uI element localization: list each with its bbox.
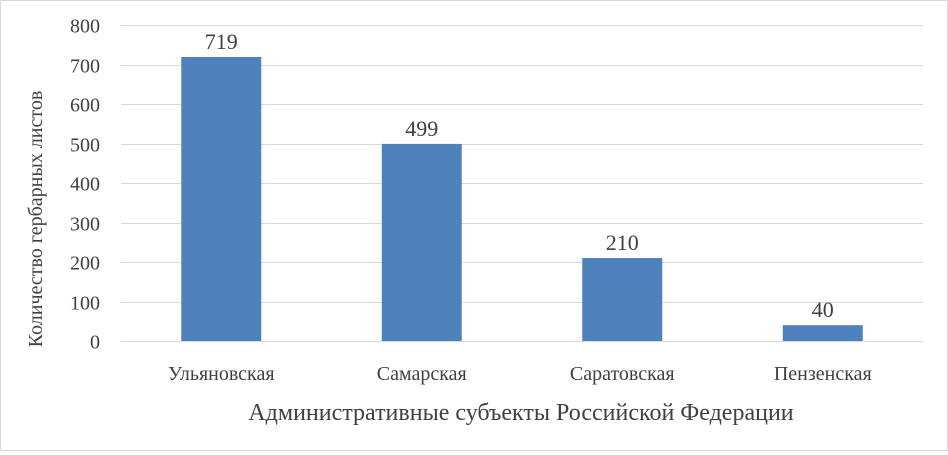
y-tick-label: 700 xyxy=(70,56,100,78)
y-tick-label: 400 xyxy=(70,174,100,196)
x-axis-title: Административные субъекты Российской Фед… xyxy=(248,400,793,426)
y-tick-label: 0 xyxy=(90,332,100,354)
y-tick-label: 100 xyxy=(70,293,100,315)
y-tick-label: 800 xyxy=(70,16,100,38)
bar-3 xyxy=(582,258,663,341)
data-labels: 719 499 210 40 xyxy=(205,29,834,322)
bar-1 xyxy=(181,56,262,342)
bars xyxy=(181,56,863,342)
x-tick-label: Пензенская xyxy=(774,363,872,385)
data-label: 210 xyxy=(606,230,639,255)
y-tick-label: 200 xyxy=(70,253,100,275)
data-label: 499 xyxy=(405,116,438,141)
y-axis-title: Количество гербарных листов xyxy=(25,91,47,348)
bar-2 xyxy=(381,143,462,341)
y-tick-label: 300 xyxy=(70,214,100,236)
data-label: 40 xyxy=(812,297,834,322)
bar-4 xyxy=(782,325,863,341)
x-tick-label: Саратовская xyxy=(570,363,675,385)
x-tick-label: Самарская xyxy=(377,363,467,385)
y-axis-ticks: 0 100 200 300 400 500 600 700 800 xyxy=(70,16,100,354)
y-tick-label: 600 xyxy=(70,95,100,117)
x-axis-ticks: Ульяновская Самарская Саратовская Пензенска… xyxy=(168,363,872,385)
data-label: 719 xyxy=(205,29,238,54)
x-tick-label: Ульяновская xyxy=(168,363,275,385)
y-tick-label: 500 xyxy=(70,135,100,157)
